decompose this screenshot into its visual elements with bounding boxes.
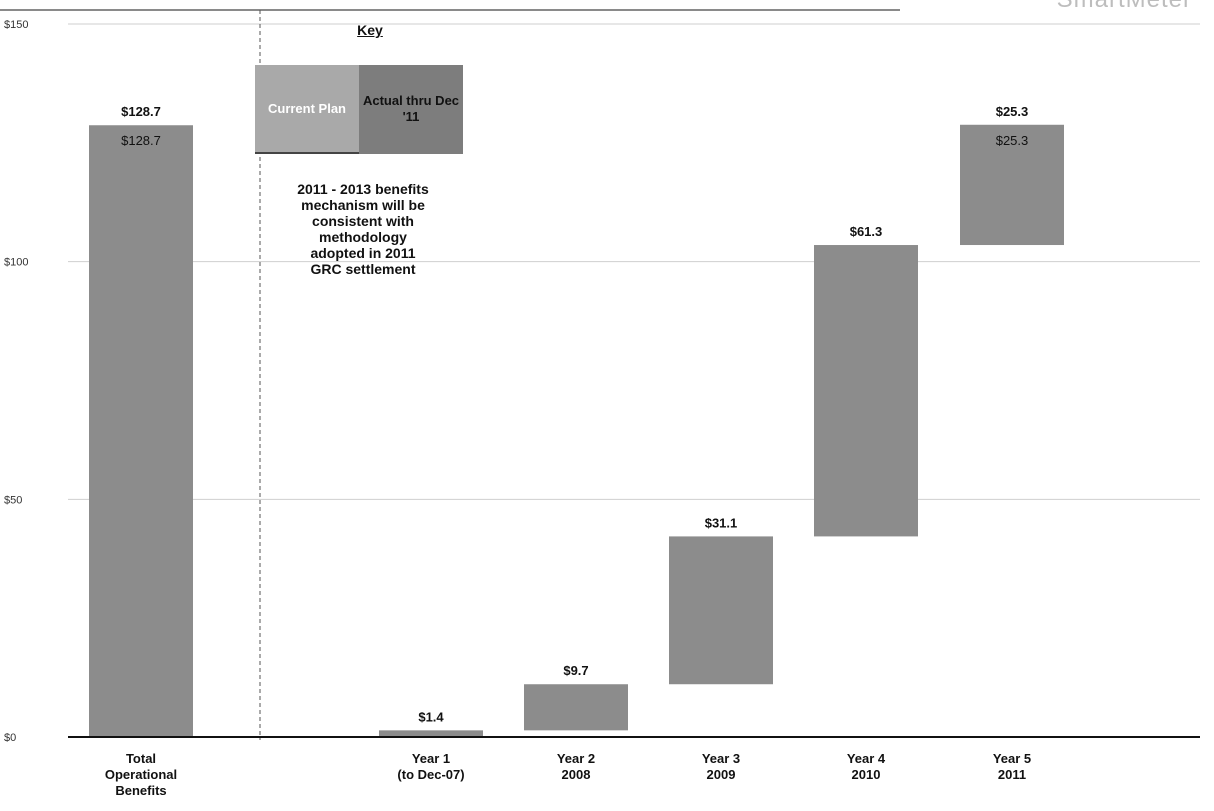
bar-value-label: $31.1 [705, 515, 738, 530]
x-category-label: Year 3 [702, 751, 740, 766]
gridlines [68, 23, 1200, 500]
x-category-label: Year 4 [847, 751, 886, 766]
y-tick-label: $50 [4, 494, 22, 506]
x-category-label: Year 5 [993, 751, 1031, 766]
bar [960, 124, 1064, 246]
x-category-label: 2010 [852, 767, 881, 782]
key-current-plan-label: Current Plan [267, 100, 346, 116]
x-category-label: Total [126, 751, 156, 766]
key-actual-label: Actual thru Dec '11 [362, 92, 460, 124]
bars: $128.7 $128.7 $1.4 $9.7 $31.1 $61.3 $25.3 $25.3 [89, 104, 1064, 738]
key-current-plan: Current Plan [255, 65, 359, 154]
y-tick-label: $100 [4, 257, 28, 269]
bar-value-label: $25.3 [996, 104, 1029, 119]
key-title: Key [357, 22, 383, 38]
x-category-label: Benefits [115, 783, 166, 798]
y-axis-ticks: $0 $50 $100 $150 [4, 19, 28, 744]
key-actual: Actual thru Dec '11 [359, 65, 463, 154]
bar-value-label: $1.4 [418, 709, 444, 724]
bar-value-label: $128.7 [121, 104, 161, 119]
bar [814, 245, 918, 537]
header-rule [0, 9, 900, 11]
bar-inner-label: $25.3 [996, 133, 1029, 148]
bar-inner-label: $128.7 [121, 133, 161, 148]
x-category-label: 2008 [562, 767, 591, 782]
y-tick-label: $0 [4, 732, 16, 744]
bar [669, 536, 773, 685]
x-category-label: Year 1 [412, 751, 450, 766]
bar-value-label: $61.3 [850, 224, 883, 239]
x-category-label: 2011 [998, 767, 1026, 782]
x-category-label: Operational [105, 767, 177, 782]
bar [379, 730, 483, 737]
brand-logo: SmartMeter [1057, 0, 1192, 14]
bar-value-label: $9.7 [563, 663, 588, 678]
y-tick-label: $150 [4, 19, 28, 31]
x-category-label: 2009 [707, 767, 736, 782]
x-category-label: (to Dec-07) [397, 767, 464, 782]
bar [89, 125, 193, 738]
benefits-note: 2011 - 2013 benefits mechanism will be c… [297, 181, 429, 277]
bar [524, 684, 628, 731]
x-category-label: Year 2 [557, 751, 595, 766]
